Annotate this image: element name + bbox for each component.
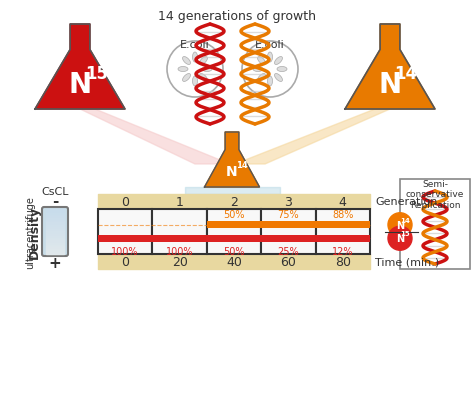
Text: 0: 0 <box>121 255 129 268</box>
Text: Density: Density <box>28 205 41 258</box>
Bar <box>46 223 64 225</box>
Bar <box>46 214 64 216</box>
Text: E.coli: E.coli <box>180 40 210 50</box>
Text: 1: 1 <box>176 196 183 209</box>
Bar <box>153 235 207 242</box>
Bar <box>46 209 64 212</box>
Bar <box>46 218 64 221</box>
Text: 80: 80 <box>335 255 351 268</box>
Ellipse shape <box>253 67 263 72</box>
Text: 15: 15 <box>400 231 410 237</box>
Text: 4: 4 <box>339 196 347 209</box>
Text: N: N <box>378 71 401 99</box>
Ellipse shape <box>192 53 198 63</box>
Text: Generation: Generation <box>375 197 438 207</box>
Bar <box>316 235 370 242</box>
Bar <box>400 180 470 270</box>
Bar <box>207 235 261 242</box>
Bar <box>316 222 370 229</box>
Text: 14: 14 <box>236 161 248 170</box>
Text: 25%: 25% <box>278 246 299 256</box>
Bar <box>46 230 64 232</box>
Text: 0: 0 <box>121 196 129 209</box>
Ellipse shape <box>178 67 188 72</box>
Text: 15: 15 <box>85 65 108 83</box>
Text: 14 generations of growth: 14 generations of growth <box>158 10 316 23</box>
Ellipse shape <box>267 77 273 87</box>
Bar <box>46 241 64 243</box>
Text: CsCL: CsCL <box>41 187 69 196</box>
Bar <box>46 250 64 252</box>
Bar <box>98 235 153 242</box>
Ellipse shape <box>257 74 265 82</box>
Text: 14: 14 <box>400 217 410 223</box>
Text: 50%: 50% <box>223 210 245 220</box>
Bar <box>46 234 64 236</box>
Bar <box>46 227 64 230</box>
Bar <box>261 222 316 229</box>
Text: N: N <box>396 220 404 230</box>
Text: N: N <box>226 165 238 179</box>
Text: E.coli: E.coli <box>255 40 285 50</box>
Text: 88%: 88% <box>332 210 354 220</box>
Circle shape <box>388 227 412 251</box>
Polygon shape <box>235 110 390 164</box>
Bar <box>207 222 261 229</box>
Bar <box>46 239 64 241</box>
Ellipse shape <box>200 57 208 65</box>
Polygon shape <box>35 25 125 110</box>
FancyBboxPatch shape <box>42 207 68 256</box>
Ellipse shape <box>257 57 265 65</box>
Bar <box>46 221 64 223</box>
Bar <box>261 209 316 254</box>
Ellipse shape <box>192 77 198 87</box>
Ellipse shape <box>277 67 287 72</box>
Ellipse shape <box>200 74 208 82</box>
Text: 20: 20 <box>172 255 188 268</box>
Text: N: N <box>68 71 91 99</box>
Text: 14: 14 <box>395 65 418 83</box>
Bar <box>46 243 64 245</box>
Bar <box>46 212 64 214</box>
Circle shape <box>167 42 223 98</box>
Ellipse shape <box>267 53 273 63</box>
Ellipse shape <box>274 74 283 82</box>
Bar <box>316 209 370 254</box>
Text: 50%: 50% <box>223 246 245 256</box>
Text: 60: 60 <box>281 255 296 268</box>
Bar <box>46 232 64 234</box>
Bar <box>46 252 64 254</box>
Text: 75%: 75% <box>278 210 299 220</box>
Text: +: + <box>49 255 61 270</box>
Polygon shape <box>80 110 230 164</box>
Text: 100%: 100% <box>111 246 139 256</box>
Bar <box>46 245 64 247</box>
Text: 3: 3 <box>284 196 292 209</box>
Text: -: - <box>52 194 58 209</box>
Ellipse shape <box>182 74 191 82</box>
Bar <box>46 216 64 218</box>
Text: ultracentrifuge: ultracentrifuge <box>25 196 35 268</box>
Text: 12%: 12% <box>332 246 354 256</box>
Bar <box>46 247 64 250</box>
Text: Time (min.): Time (min.) <box>375 257 439 267</box>
Text: Semi-
conservative
Replication: Semi- conservative Replication <box>406 180 464 209</box>
Ellipse shape <box>202 67 212 72</box>
Bar <box>98 209 153 254</box>
Circle shape <box>242 42 298 98</box>
Polygon shape <box>204 133 259 188</box>
Ellipse shape <box>274 57 283 65</box>
Bar <box>46 236 64 239</box>
Bar <box>261 235 316 242</box>
Text: 2: 2 <box>230 196 238 209</box>
Polygon shape <box>345 25 435 110</box>
Text: 40: 40 <box>226 255 242 268</box>
Bar <box>207 209 261 254</box>
Ellipse shape <box>182 57 191 65</box>
Text: 100%: 100% <box>166 246 193 256</box>
Bar <box>46 225 64 227</box>
Circle shape <box>388 213 412 237</box>
Text: N: N <box>396 234 404 244</box>
Bar <box>153 209 207 254</box>
